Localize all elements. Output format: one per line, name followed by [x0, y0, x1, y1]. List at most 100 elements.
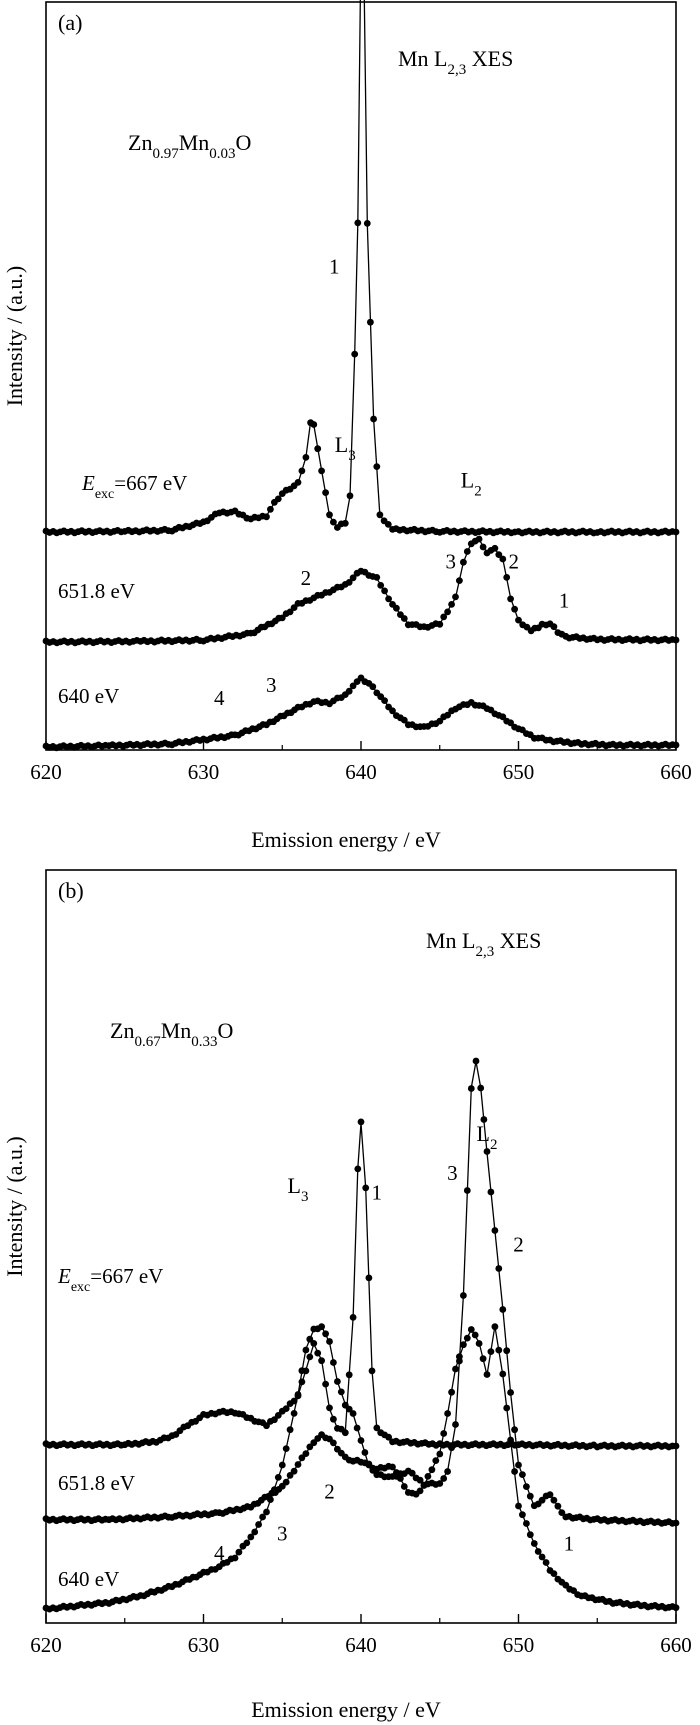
- data-point: [499, 555, 507, 563]
- data-point: [436, 1450, 444, 1458]
- data-point: [271, 1416, 278, 1424]
- series-label: Eexc=667 eV: [81, 471, 187, 502]
- data-point: [408, 1469, 416, 1477]
- data-point: [310, 1340, 318, 1347]
- data-point: [467, 1326, 475, 1333]
- data-point: [369, 1467, 377, 1474]
- data-point: [302, 1367, 310, 1375]
- data-point: [231, 1554, 239, 1562]
- data-point: [479, 1355, 487, 1363]
- data-point: [499, 1306, 507, 1313]
- chart-panel-b: 620 630 640 650 660 Emission energy / eV Inten…: [2, 869, 692, 1722]
- data-point: [337, 1388, 345, 1396]
- data-point: [369, 683, 377, 691]
- data-point: [452, 593, 459, 601]
- data-point: [373, 574, 381, 581]
- x-axis-label: Emission energy / eV: [251, 827, 441, 852]
- data-point: [263, 513, 270, 521]
- peak-number-label: 1: [329, 255, 340, 279]
- series-label: 640 eV: [58, 684, 119, 708]
- data-point: [550, 623, 558, 631]
- data-point: [389, 707, 396, 715]
- chart-panel-a: 620 630 640 650 660 Emission energy / eV Inten…: [2, 0, 692, 852]
- data-point: [534, 1548, 542, 1555]
- data-point: [302, 1450, 310, 1457]
- x-tick-label: 620: [30, 760, 62, 784]
- data-point: [322, 489, 329, 496]
- data-point: [341, 1429, 349, 1437]
- data-point: [368, 1367, 376, 1375]
- data-point: [381, 697, 388, 704]
- annotation-l3: L3: [335, 432, 356, 464]
- series-line: [45, 1325, 677, 1610]
- data-point: [463, 1187, 471, 1194]
- data-point: [444, 608, 451, 616]
- series-label: Eexc=667 eV: [57, 1264, 163, 1295]
- data-point: [267, 505, 274, 513]
- data-point: [322, 1380, 329, 1388]
- data-point: [467, 1085, 475, 1092]
- data-point: [672, 741, 680, 749]
- data-point: [507, 1389, 514, 1396]
- data-point: [495, 551, 503, 558]
- data-point: [263, 1508, 270, 1516]
- data-point: [519, 1471, 526, 1478]
- series-line: [45, 538, 677, 643]
- data-point: [318, 1357, 325, 1365]
- x-tick-label: 650: [503, 1633, 535, 1657]
- data-point: [361, 1449, 369, 1456]
- peak-number-label: 3: [446, 550, 457, 574]
- sample-composition-label: Zn0.67Mn0.33O: [110, 1018, 233, 1050]
- data-point: [546, 1491, 554, 1499]
- data-point: [365, 1460, 373, 1468]
- panel-label: (a): [58, 10, 82, 35]
- series-2: [42, 535, 680, 647]
- data-point: [294, 1461, 302, 1468]
- data-point: [298, 467, 306, 475]
- data-point: [515, 1461, 522, 1469]
- x-axis-label: Emission energy / eV: [251, 1697, 441, 1722]
- data-point: [538, 1553, 546, 1561]
- data-point: [452, 1421, 459, 1428]
- series-1: [42, 674, 680, 752]
- data-point: [487, 1188, 495, 1196]
- peak-number-label: 4: [214, 1541, 225, 1565]
- y-axis-label: Intensity / (a.u.): [2, 1136, 27, 1277]
- data-point: [330, 518, 337, 526]
- data-point: [373, 1424, 381, 1432]
- peak-number-label: 4: [214, 686, 225, 710]
- data-point: [448, 601, 455, 608]
- data-point: [487, 1348, 495, 1355]
- data-point: [330, 1359, 337, 1366]
- data-point: [477, 1084, 485, 1092]
- data-point: [554, 1502, 562, 1510]
- data-point: [278, 1461, 286, 1469]
- data-point: [363, 220, 371, 227]
- data-point: [376, 511, 384, 519]
- data-point: [503, 1404, 511, 1412]
- data-point: [259, 1513, 266, 1521]
- data-point: [480, 1116, 488, 1123]
- data-point: [318, 467, 325, 475]
- data-point: [511, 605, 518, 613]
- data-point: [460, 1292, 467, 1299]
- data-point: [672, 1442, 680, 1450]
- data-point: [314, 1349, 322, 1357]
- data-point: [526, 1492, 534, 1500]
- data-point: [519, 1511, 526, 1519]
- data-point: [318, 1323, 325, 1331]
- x-tick-label: 630: [188, 760, 220, 784]
- data-point: [499, 713, 507, 721]
- data-point: [274, 1474, 282, 1481]
- data-point: [511, 1426, 518, 1434]
- data-point: [511, 1468, 518, 1475]
- data-point: [286, 1426, 294, 1434]
- data-point: [354, 1165, 362, 1173]
- data-point: [672, 1604, 680, 1612]
- data-point: [444, 711, 451, 719]
- data-point: [672, 528, 680, 536]
- data-point: [495, 1265, 503, 1272]
- data-point: [334, 1378, 341, 1385]
- data-point: [326, 1338, 333, 1345]
